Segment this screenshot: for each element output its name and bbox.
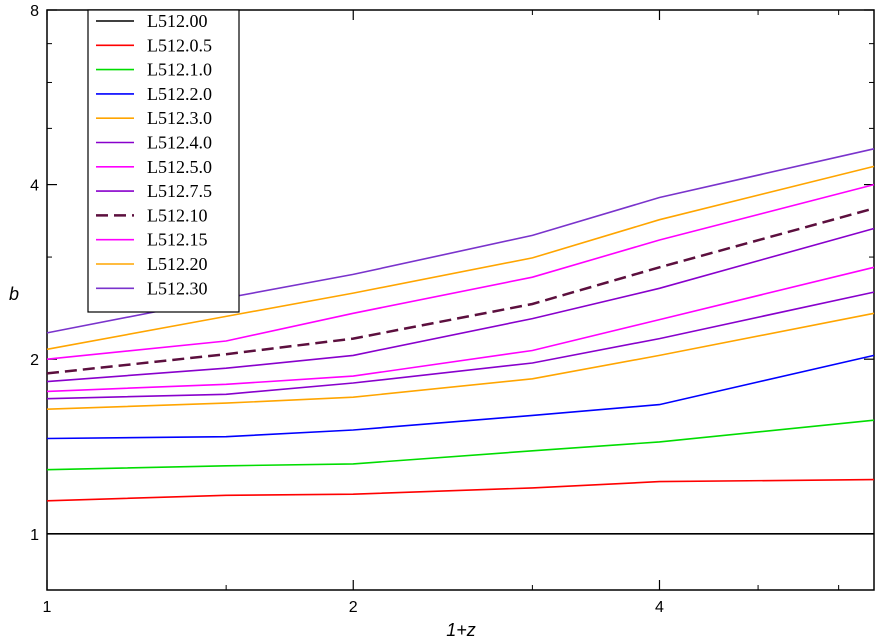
series-line <box>46 291 875 400</box>
series-line <box>46 419 875 471</box>
legend-label: L512.2.0 <box>147 84 212 104</box>
legend: L512.00 L512.0.5 L512.1.0 L512.2.0 L512.3.0 L… <box>87 9 240 313</box>
y-axis-title: b <box>9 284 19 304</box>
series-line <box>46 266 875 393</box>
x-tick-label: 4 <box>655 599 664 616</box>
legend-label: L512.15 <box>147 230 208 250</box>
legend-label: L512.7.5 <box>147 181 212 201</box>
series-line <box>46 207 875 375</box>
y-tick-label: 8 <box>30 3 39 20</box>
series-line <box>46 354 875 440</box>
x-axis-title: 1+z <box>446 620 476 639</box>
x-tick-label: 1 <box>43 599 52 616</box>
legend-label: L512.4.0 <box>147 133 212 153</box>
legend-box <box>87 9 240 313</box>
plot-frame <box>46 9 875 591</box>
y-tick-label: 4 <box>30 178 39 195</box>
series-line <box>46 227 875 383</box>
series-line <box>46 183 875 360</box>
series-lines <box>46 148 875 535</box>
series-line <box>46 478 875 502</box>
legend-label: L512.20 <box>147 254 208 274</box>
legend-label: L512.3.0 <box>147 108 212 128</box>
y-tick-label: 2 <box>30 352 39 369</box>
legend-label: L512.5.0 <box>147 157 212 177</box>
legend-label: L512.00 <box>147 11 208 31</box>
legend-label: L512.10 <box>147 205 208 225</box>
series-line <box>46 312 875 410</box>
series-line <box>46 165 875 351</box>
y-tick-label: 1 <box>30 527 39 544</box>
axis-ticks: 1 2 4 1 2 4 8 <box>30 3 874 616</box>
legend-label: L512.1.0 <box>147 60 212 80</box>
legend-label: L512.30 <box>147 278 208 298</box>
legend-label: L512.0.5 <box>147 35 212 55</box>
x-tick-label: 2 <box>349 599 358 616</box>
